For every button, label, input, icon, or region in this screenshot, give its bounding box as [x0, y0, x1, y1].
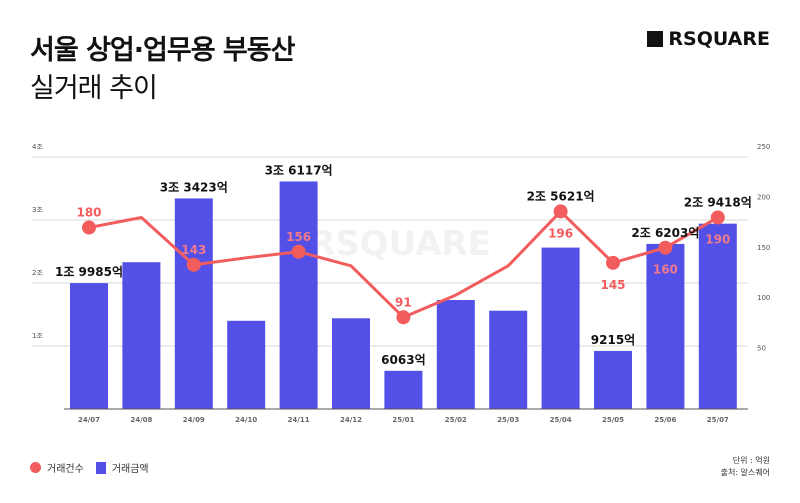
- line-point: [186, 257, 201, 272]
- bar: [122, 262, 161, 409]
- line-point: [553, 204, 568, 219]
- unit-note: 단위 : 억원: [732, 456, 770, 465]
- line-point: [396, 310, 411, 325]
- line-label: 196: [548, 226, 573, 240]
- bar: [332, 318, 370, 409]
- line-point: [82, 220, 96, 235]
- bar: [594, 350, 632, 409]
- bar: [541, 247, 580, 409]
- y-left-tick: 3조: [32, 206, 43, 214]
- bar-label: 2조 9418억: [684, 195, 752, 209]
- bar: [489, 310, 528, 409]
- watermark: RSQUARE: [309, 224, 491, 264]
- x-tick: 24/12: [340, 416, 362, 424]
- logo-text: RSQUARE: [668, 28, 770, 50]
- bar: [384, 370, 423, 409]
- bar-label: 2조 5621억: [527, 189, 595, 203]
- x-tick: 25/02: [445, 416, 467, 424]
- x-tick: 25/03: [497, 416, 519, 424]
- line-label: 145: [600, 278, 625, 292]
- page-title: 서울 상업·업무용 부동산: [30, 35, 295, 66]
- page-subtitle: 실거래 추이: [30, 73, 158, 104]
- x-tick: 25/06: [654, 416, 676, 424]
- x-tick: 24/10: [235, 416, 257, 424]
- bar-label: 9215억: [591, 333, 635, 347]
- y-right-tick: 50: [757, 345, 766, 353]
- x-tick: 24/11: [288, 416, 310, 424]
- bar-label: 3조 3423억: [160, 180, 228, 194]
- line-label: 91: [395, 295, 412, 309]
- line-label: 160: [653, 263, 678, 277]
- bar: [279, 181, 318, 409]
- line-label: 156: [286, 230, 311, 244]
- legend: 거래건수 거래금액: [30, 460, 149, 475]
- bar-label: 3조 6117억: [265, 163, 333, 177]
- bar: [70, 283, 108, 409]
- x-tick: 24/07: [78, 416, 100, 424]
- bar: [436, 300, 475, 409]
- y-left-tick: 4조: [32, 143, 43, 151]
- x-tick: 25/01: [392, 416, 414, 424]
- x-tick: 24/08: [130, 416, 152, 424]
- x-tick: 25/05: [602, 416, 624, 424]
- x-tick: 25/07: [707, 416, 729, 424]
- bar: [698, 223, 737, 409]
- bar: [646, 243, 685, 409]
- x-tick: 25/04: [550, 416, 572, 424]
- y-right-tick: 100: [757, 294, 770, 302]
- y-left-tick: 1조: [32, 332, 43, 340]
- notes: 단위 : 억원 출처: 알스퀘어: [721, 455, 770, 479]
- line-point: [710, 210, 725, 225]
- bar-label: 6063억: [381, 353, 425, 367]
- line-label: 180: [76, 206, 101, 220]
- line-label: 143: [181, 243, 206, 257]
- line-point: [291, 244, 306, 259]
- line-point: [658, 240, 673, 255]
- bar-label: 1조 9985억: [55, 265, 123, 279]
- bar-label: 2조 6203억: [631, 226, 699, 240]
- logo: RSQUARE: [647, 28, 770, 50]
- x-tick: 24/09: [183, 416, 205, 424]
- legend-line-label: 거래건수: [47, 464, 84, 475]
- legend-bar-icon: [95, 461, 106, 474]
- source-note: 출처: 알스퀘어: [720, 468, 770, 477]
- y-right-tick: 200: [757, 193, 770, 201]
- bar: [227, 320, 266, 409]
- legend-line-icon: [30, 462, 41, 473]
- line-point: [606, 255, 620, 270]
- logo-mark-icon: [647, 31, 664, 47]
- line-label: 190: [705, 232, 730, 246]
- legend-bar-label: 거래금액: [111, 464, 149, 475]
- y-right-tick: 250: [757, 143, 770, 151]
- bar: [174, 198, 213, 409]
- y-left-tick: 2조: [32, 269, 43, 277]
- y-right-tick: 150: [757, 244, 770, 252]
